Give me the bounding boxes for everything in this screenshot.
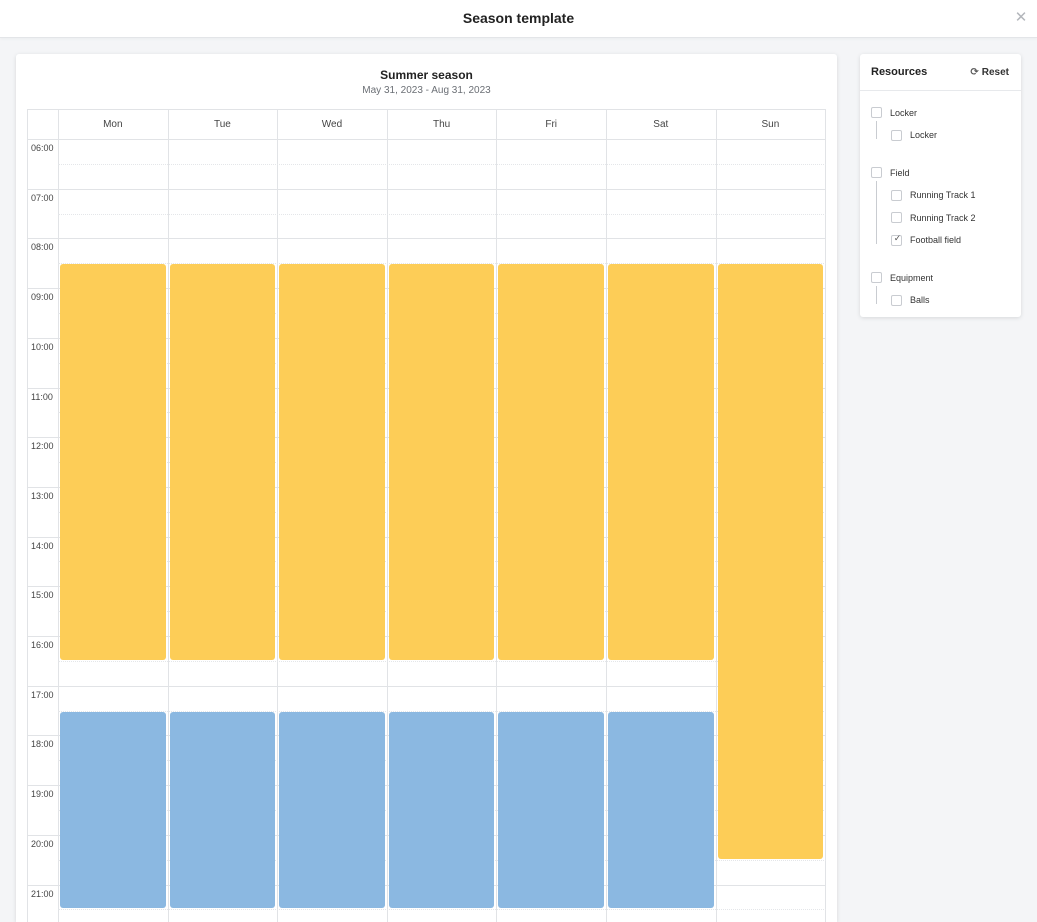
half-hour-line (58, 660, 826, 662)
tree-connector-line (876, 286, 877, 304)
time-label: 08:00 (31, 242, 54, 253)
day-header-mon: Mon (103, 119, 123, 130)
time-label: 14:00 (31, 540, 54, 551)
grid-header-line (28, 139, 826, 140)
event-block[interactable] (60, 711, 166, 909)
half-hour-line (58, 163, 826, 165)
calendar-card: Summer season May 31, 2023 - Aug 31, 202… (16, 54, 837, 922)
resource-label: Running Track 2 (910, 212, 976, 223)
grid-column-line (277, 110, 279, 922)
event-block[interactable] (608, 264, 714, 660)
grid-column-line (825, 110, 827, 922)
check-icon: ✓ (893, 232, 902, 243)
resource-label: Locker (910, 130, 938, 140)
checkbox[interactable] (891, 294, 902, 306)
modal-title: Season template (462, 10, 575, 26)
grid-column-line (606, 110, 607, 922)
half-hour-line (58, 909, 826, 911)
day-header-sat: Sat (653, 119, 669, 130)
hour-line (28, 238, 826, 240)
resource-group-locker[interactable]: Locker (871, 107, 917, 118)
day-header-fri: Fri (545, 119, 558, 130)
hour-line (28, 685, 826, 687)
close-icon[interactable]: ✕ (1014, 9, 1028, 26)
time-label: 20:00 (31, 838, 54, 849)
resources-header: Resources ⟳ Reset (860, 54, 1021, 91)
time-label: 06:00 (31, 143, 54, 153)
half-hour-line (58, 213, 826, 215)
modal-header: Season template ✕ (0, 0, 1037, 38)
time-label: 09:00 (31, 292, 54, 303)
grid-column-line (715, 110, 717, 922)
checkbox[interactable] (891, 189, 902, 201)
time-label: 07:00 (31, 192, 54, 203)
resource-group-field[interactable]: Field (871, 167, 910, 178)
time-label: 13:00 (31, 490, 54, 501)
half-hour-line (58, 263, 826, 265)
resource-item-balls[interactable]: Balls (891, 294, 930, 306)
time-label: 10:00 (31, 341, 54, 352)
day-header-tue: Tue (213, 119, 231, 130)
tree-connector-line (876, 181, 877, 244)
time-label: 17:00 (31, 689, 54, 700)
checkbox[interactable] (871, 272, 882, 283)
hour-line (28, 188, 826, 190)
checkbox[interactable] (891, 129, 902, 141)
time-label: 18:00 (31, 739, 54, 750)
week-grid: Mon Tue Wed Thu Fri Sat Sun 06:00 07:00 08:00 09:0… (27, 109, 827, 922)
checkbox[interactable] (871, 107, 882, 118)
event-block[interactable] (388, 264, 495, 660)
resource-item-running-track-2[interactable]: Running Track 2 (891, 212, 976, 223)
resource-group-equipment[interactable]: Equipment (871, 272, 933, 283)
resource-item-football-field[interactable]: ✓ Football field (891, 232, 962, 246)
reset-button[interactable]: ⟳ Reset (970, 67, 1009, 78)
resource-item-locker[interactable]: Locker (891, 129, 938, 141)
grid-column-line (496, 110, 498, 922)
season-date-range: May 31, 2023 - Aug 31, 2023 (362, 85, 491, 96)
resource-label: Balls (910, 295, 930, 305)
event-block[interactable] (608, 711, 714, 909)
resource-item-running-track-1[interactable]: Running Track 1 (891, 189, 976, 201)
checkbox[interactable] (891, 212, 902, 223)
event-block[interactable] (388, 711, 495, 909)
event-block[interactable] (169, 711, 276, 909)
half-hour-line (58, 710, 826, 712)
resource-label: Football field (910, 235, 962, 245)
checkbox[interactable]: ✓ (891, 232, 902, 246)
resource-label: Field (890, 167, 910, 178)
checkbox[interactable] (871, 167, 882, 178)
reset-label: Reset (981, 67, 1009, 78)
grid-column-line (386, 110, 388, 922)
event-block[interactable] (498, 264, 604, 660)
resource-label: Locker (890, 107, 918, 118)
time-label: 11:00 (31, 391, 53, 402)
event-block[interactable] (169, 264, 276, 660)
event-block[interactable] (498, 711, 604, 909)
day-header-thu: Thu (432, 119, 451, 130)
season-name: Summer season (380, 68, 473, 82)
resource-label: Running Track 1 (910, 190, 976, 200)
time-label: 15:00 (31, 590, 54, 601)
event-block[interactable] (60, 264, 166, 660)
resources-title: Resources (871, 66, 928, 78)
day-header-wed: Wed (321, 119, 343, 130)
refresh-icon: ⟳ (970, 66, 979, 78)
day-header-sun: Sun (761, 119, 780, 130)
time-label: 19:00 (31, 789, 54, 800)
time-label: 16:00 (31, 640, 54, 650)
grid-column-line (167, 110, 169, 922)
tree-connector-line (876, 121, 877, 139)
event-block[interactable] (279, 711, 385, 909)
time-label: 21:00 (31, 888, 54, 899)
time-label: 12:00 (31, 441, 54, 452)
grid-column-line (58, 110, 59, 922)
resource-label: Equipment (890, 272, 934, 283)
event-block[interactable] (717, 264, 824, 859)
event-block[interactable] (279, 264, 385, 660)
resources-panel: Resources ⟳ Reset Locker Locker Field Runni… (860, 54, 1021, 317)
